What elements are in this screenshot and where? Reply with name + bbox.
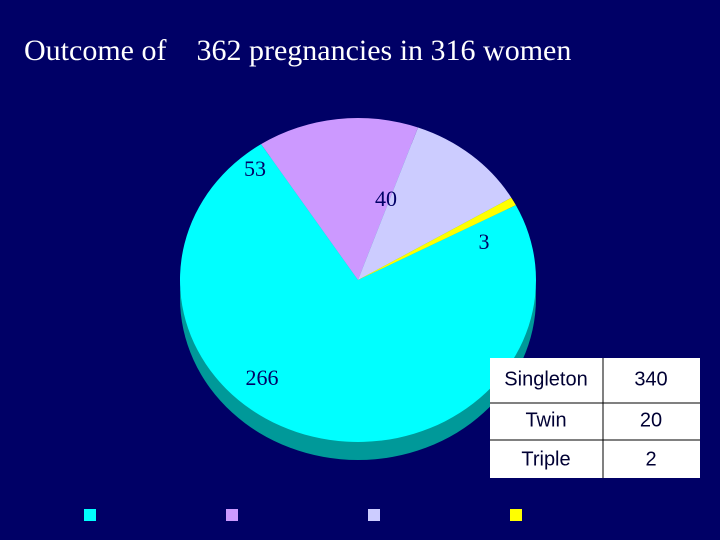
legend-swatch (368, 509, 380, 521)
table-box (490, 358, 700, 478)
data-label: 53 (244, 156, 266, 181)
legend-swatch (226, 509, 238, 521)
pie-slice (358, 197, 516, 280)
row-label: Triple (521, 448, 570, 470)
row-value: 20 (640, 409, 662, 431)
pie-slice (358, 127, 512, 280)
legend-swatch (510, 509, 522, 521)
data-label: 3 (479, 229, 490, 254)
table: Singleton 340 Twin 20 Triple 2 (490, 358, 700, 478)
legend-swatch (84, 509, 96, 521)
chart-title: Outcome of 362 pregnancies in 316 women (24, 34, 571, 67)
data-label: 40 (375, 186, 397, 211)
data-label: 266 (246, 365, 279, 390)
row-label: Singleton (504, 368, 587, 390)
pie: 266 53 40 3 (180, 118, 536, 442)
pie-slice (261, 118, 419, 281)
row-label: Twin (525, 409, 566, 431)
pie-slice (180, 144, 536, 442)
row-value: 2 (645, 448, 656, 470)
row-value: 340 (634, 368, 667, 390)
